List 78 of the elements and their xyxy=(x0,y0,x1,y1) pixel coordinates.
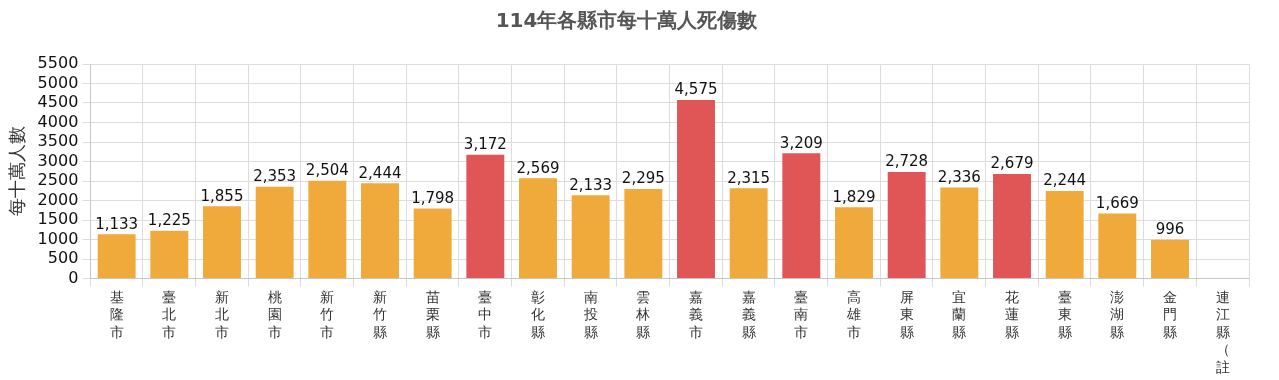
data-label: 2,504 xyxy=(305,161,349,180)
data-label: 2,336 xyxy=(937,167,981,186)
x-tick-label: 基隆市 xyxy=(109,288,124,340)
y-tick-label: 1000 xyxy=(37,228,79,248)
x-tick-label: 連江縣（註 xyxy=(1215,288,1230,375)
data-label: 2,295 xyxy=(621,169,665,188)
data-label: 1,829 xyxy=(832,187,876,206)
x-tick-label: 臺北市 xyxy=(162,288,177,340)
data-label: 1,855 xyxy=(200,186,244,205)
x-tick-label: 臺東縣 xyxy=(1057,288,1072,340)
x-tick-label: 南投縣 xyxy=(582,288,598,340)
bar xyxy=(835,207,873,278)
data-label: 3,172 xyxy=(463,135,507,154)
bar xyxy=(97,234,136,278)
y-axis-title: 每十萬人數 xyxy=(6,126,28,217)
x-tick-label: 屏東縣 xyxy=(899,288,914,340)
bar xyxy=(677,100,715,278)
bar xyxy=(993,174,1031,278)
x-tick-label: 桃園市 xyxy=(267,288,282,340)
data-label: 2,315 xyxy=(727,168,771,187)
bar xyxy=(308,180,347,278)
bar xyxy=(782,153,821,278)
data-label: 2,444 xyxy=(358,163,402,182)
bar xyxy=(1151,239,1189,278)
data-label: 1,798 xyxy=(411,188,455,207)
y-tick-label: 0 xyxy=(68,267,79,287)
data-label: 2,353 xyxy=(253,167,297,186)
bar xyxy=(255,186,294,278)
y-tick-label: 4000 xyxy=(37,111,79,131)
bar xyxy=(413,208,452,278)
bar xyxy=(571,195,610,278)
x-tick-label: 新北市 xyxy=(214,288,229,340)
bar xyxy=(150,230,189,278)
y-tick-label: 4500 xyxy=(37,92,79,112)
chart-title: 114年各縣市每十萬人死傷數 xyxy=(495,8,759,33)
data-label: 2,728 xyxy=(885,152,929,171)
x-tick-label: 苗栗縣 xyxy=(425,288,440,340)
x-tick-label: 花蓮縣 xyxy=(1005,288,1019,340)
bar xyxy=(729,188,768,278)
x-tick-label: 臺南市 xyxy=(794,288,809,340)
data-label: 996 xyxy=(1155,220,1185,239)
y-tick-label: 500 xyxy=(47,248,79,268)
data-label: 4,575 xyxy=(674,80,718,99)
x-tick-label: 新竹縣 xyxy=(372,288,387,340)
x-tick-label: 嘉義縣 xyxy=(741,288,756,340)
bar xyxy=(940,187,979,278)
x-tick-label: 彰化縣 xyxy=(530,288,545,340)
bar xyxy=(361,183,399,278)
y-tick-label: 3000 xyxy=(37,150,79,170)
y-tick-label: 5500 xyxy=(37,53,79,73)
data-label: 1,225 xyxy=(147,211,191,230)
bar xyxy=(1098,213,1137,278)
x-tick-label: 澎湖縣 xyxy=(1110,288,1125,340)
y-tick-label: 2500 xyxy=(37,170,79,190)
bar xyxy=(519,178,557,278)
x-tick-label: 嘉義市 xyxy=(688,288,703,340)
bar xyxy=(1045,190,1084,278)
y-tick-label: 1500 xyxy=(37,209,79,229)
x-tick-label: 高雄市 xyxy=(846,288,861,340)
data-label: 2,133 xyxy=(569,175,613,194)
data-label: 1,133 xyxy=(95,214,139,233)
bar xyxy=(203,206,241,278)
data-label: 2,679 xyxy=(990,154,1034,173)
data-label: 2,244 xyxy=(1043,171,1087,190)
y-tick-label: 2000 xyxy=(37,189,79,209)
data-label: 3,209 xyxy=(779,133,823,152)
data-label: 2,569 xyxy=(516,158,560,177)
data-label: 1,669 xyxy=(1095,193,1139,212)
x-tick-label: 臺中市 xyxy=(478,288,493,340)
x-tick-label: 雲林縣 xyxy=(635,288,651,340)
bar xyxy=(466,154,505,278)
x-tick-label: 宜蘭縣 xyxy=(952,288,967,340)
bar xyxy=(887,172,926,278)
y-tick-label: 3500 xyxy=(37,131,79,151)
y-tick-label: 5000 xyxy=(37,72,79,92)
bar xyxy=(624,189,663,278)
x-tick-label: 新竹市 xyxy=(320,288,335,340)
x-tick-label: 金門縣 xyxy=(1163,288,1177,340)
